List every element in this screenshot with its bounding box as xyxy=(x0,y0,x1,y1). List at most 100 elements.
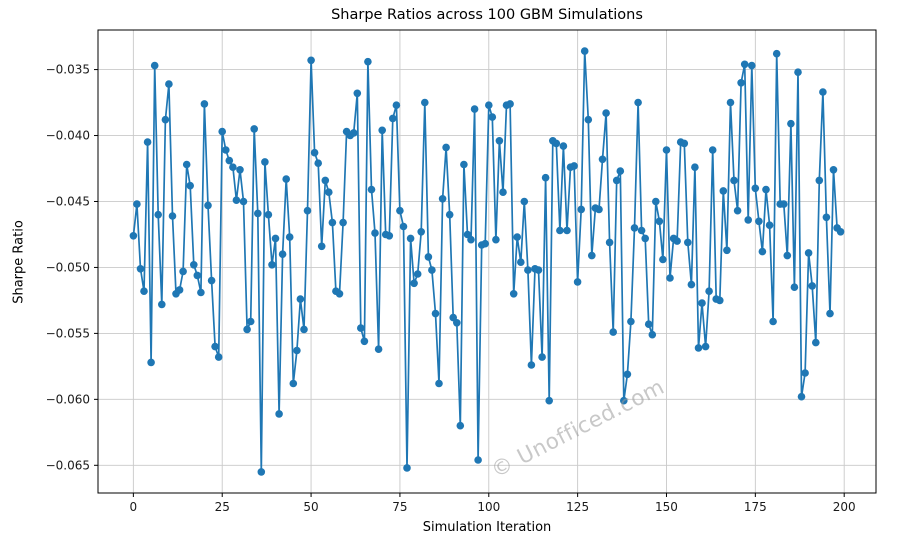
data-point-marker xyxy=(684,238,692,247)
data-point-marker xyxy=(179,267,187,276)
data-point-marker xyxy=(790,283,799,292)
data-point-marker xyxy=(406,234,415,243)
data-point-marker xyxy=(435,379,443,388)
data-point-marker xyxy=(577,205,585,214)
data-point-marker xyxy=(797,392,806,401)
data-point-marker xyxy=(392,101,401,109)
data-point-marker xyxy=(748,61,756,70)
data-point-marker xyxy=(527,361,536,369)
data-point-marker xyxy=(513,233,521,241)
data-point-marker xyxy=(623,370,632,379)
data-point-marker xyxy=(214,353,223,361)
y-axis-label: Sharpe Ratio xyxy=(11,220,27,304)
axes-spines xyxy=(97,29,877,494)
data-point-marker xyxy=(780,200,788,208)
data-point-marker xyxy=(431,309,440,318)
data-point-marker xyxy=(620,396,628,405)
data-point-marker xyxy=(456,421,465,430)
data-point-marker xyxy=(239,197,248,206)
data-point-marker xyxy=(460,160,468,169)
data-point-marker xyxy=(371,229,379,237)
data-point-marker xyxy=(275,410,283,418)
data-point-marker xyxy=(335,290,344,298)
data-point-marker xyxy=(467,235,475,244)
x-tick-label: 25 xyxy=(215,500,230,514)
data-point-marker xyxy=(538,353,546,361)
data-point-marker xyxy=(836,228,845,236)
data-point-marker xyxy=(719,187,728,195)
data-point-marker xyxy=(652,197,660,206)
data-point-marker xyxy=(705,287,713,296)
data-point-marker xyxy=(367,185,376,194)
data-point-marker xyxy=(751,184,760,193)
data-point-marker xyxy=(154,210,162,219)
y-tick-label: −0.035 xyxy=(46,63,90,77)
data-point-marker xyxy=(733,206,742,215)
data-point-marker xyxy=(303,206,312,215)
data-point-marker xyxy=(385,232,394,240)
data-point-marker xyxy=(399,222,408,231)
data-point-marker xyxy=(716,296,724,305)
data-point-marker xyxy=(428,266,436,274)
data-point-marker xyxy=(492,235,500,244)
data-point-marker xyxy=(282,175,291,183)
y-tick-label: −0.040 xyxy=(46,129,90,143)
data-point-marker xyxy=(509,290,518,298)
data-point-marker xyxy=(325,188,333,196)
data-point-marker xyxy=(541,173,550,182)
data-point-marker xyxy=(808,282,816,290)
data-point-marker xyxy=(744,216,752,224)
data-point-marker xyxy=(545,396,553,405)
data-point-marker xyxy=(360,337,369,346)
data-point-marker xyxy=(573,278,582,286)
data-point-marker xyxy=(403,464,411,472)
data-point-marker xyxy=(378,126,387,135)
data-point-marker xyxy=(794,68,802,76)
data-point-marker xyxy=(662,146,671,154)
data-point-marker xyxy=(556,226,564,235)
data-point-marker xyxy=(470,105,479,113)
data-point-marker xyxy=(396,206,404,215)
x-tick-label: 125 xyxy=(566,500,589,514)
y-tick-label: −0.060 xyxy=(46,392,90,406)
data-point-marker xyxy=(701,342,710,351)
data-point-marker xyxy=(300,325,308,334)
data-point-marker xyxy=(584,115,593,124)
data-point-marker xyxy=(694,344,703,352)
chart-title: Sharpe Ratios across 100 GBM Simulations xyxy=(331,7,643,23)
data-point-marker xyxy=(627,317,635,326)
data-point-marker xyxy=(339,218,347,227)
data-point-marker xyxy=(413,270,422,278)
data-point-marker xyxy=(353,89,362,98)
data-point-marker xyxy=(165,80,173,88)
data-point-marker xyxy=(829,166,838,174)
x-tick-label: 200 xyxy=(833,500,856,514)
data-point-marker xyxy=(204,201,212,210)
data-point-marker xyxy=(812,338,820,347)
data-point-marker xyxy=(659,255,667,264)
data-point-marker xyxy=(317,242,326,251)
data-point-marker xyxy=(307,56,315,65)
data-point-marker xyxy=(222,146,230,154)
data-point-marker xyxy=(197,288,205,297)
data-point-marker xyxy=(563,226,571,235)
data-point-marker xyxy=(190,261,198,269)
data-point-marker xyxy=(175,286,184,294)
data-point-marker xyxy=(783,251,792,260)
data-point-marker xyxy=(506,100,514,108)
data-point-marker xyxy=(200,100,209,108)
data-point-marker xyxy=(648,330,657,339)
data-point-marker xyxy=(680,139,689,148)
data-point-marker xyxy=(666,274,674,282)
data-point-marker xyxy=(637,226,646,235)
data-point-marker xyxy=(815,176,824,185)
data-point-marker xyxy=(787,119,795,128)
data-point-marker xyxy=(310,148,319,157)
series-line xyxy=(132,50,842,473)
data-point-marker xyxy=(421,98,429,107)
data-point-marker xyxy=(278,250,287,258)
data-point-marker xyxy=(232,196,241,204)
data-point-marker xyxy=(150,61,159,70)
